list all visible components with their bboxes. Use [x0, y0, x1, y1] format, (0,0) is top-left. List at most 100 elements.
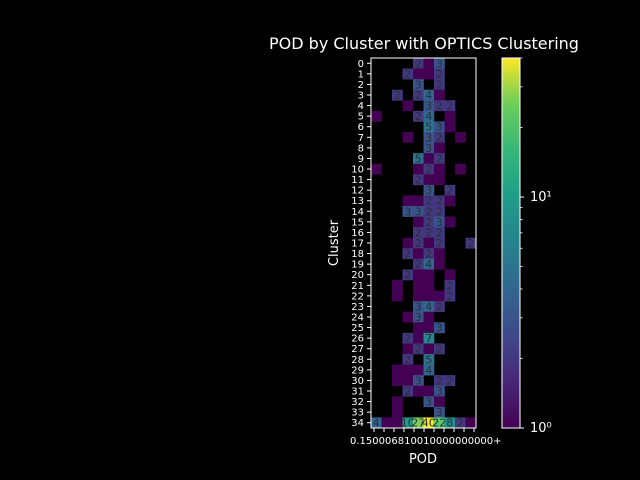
heatmap-cell [423, 174, 435, 186]
cell-value-label: 2 [436, 343, 443, 356]
heatmap-cell [455, 163, 466, 175]
y-axis: 0123456789101112131415161718192021222324… [351, 59, 371, 429]
cell-value-label: 2 [467, 237, 474, 250]
cell-value-label: 3 [436, 216, 443, 229]
heatmap-cell [402, 206, 414, 217]
heatmap-cell [402, 385, 414, 397]
heatmap-cell [392, 290, 403, 302]
y-tick-label: 21 [351, 281, 364, 292]
cell-value-label: 2 [436, 68, 443, 81]
heatmap-cell [423, 227, 435, 239]
heatmap-cell [444, 184, 456, 196]
y-tick-label: 14 [351, 207, 364, 218]
heatmap-cell [413, 237, 424, 249]
heatmap-cell [423, 110, 435, 122]
heatmap-cell [423, 68, 435, 80]
heatmap-cell [413, 322, 424, 334]
cell-value-label: 2 [425, 248, 432, 261]
heatmap-cell [423, 89, 435, 101]
cell-value-label: 2 [446, 100, 453, 113]
y-tick-label: 18 [351, 249, 364, 260]
heatmap-cell [434, 417, 445, 429]
heatmap-cell [434, 142, 445, 154]
cell-value-label: 2 [436, 226, 443, 239]
y-tick-label: 34 [351, 418, 364, 429]
cell-value-label: 2 [446, 279, 453, 292]
y-tick-label: 15 [351, 217, 364, 228]
heatmap-cell [381, 417, 393, 429]
heatmap-cell [392, 375, 403, 387]
colorbar-tick-label: 10⁰ [530, 421, 552, 436]
heatmap-cell [434, 406, 445, 418]
cell-value-label: 2 [446, 184, 453, 197]
heatmap-cell [444, 121, 456, 133]
cell-value-label: 2 [415, 110, 422, 123]
cell-value-label: 2 [404, 385, 411, 398]
cell-value-label: 5 [425, 121, 432, 134]
heatmap-cell [413, 343, 424, 355]
x-axis: 0.150006810010000000000+ [350, 428, 502, 447]
heatmap-cell [423, 184, 435, 196]
cell-value-label: 4 [373, 417, 380, 430]
cell-value-label: 3 [436, 121, 443, 134]
heatmap-cell [423, 396, 435, 408]
heatmap-cell [413, 301, 424, 313]
heatmap-cell [413, 58, 424, 69]
cell-value-label: 2 [415, 343, 422, 356]
cell-value-label: 5 [415, 152, 422, 165]
heatmap-cell [423, 100, 435, 112]
heatmap-cell [413, 206, 424, 217]
heatmap-cell [434, 89, 445, 101]
heatmap-cell [402, 132, 414, 143]
cell-value-label: 2 [425, 195, 432, 208]
cell-value-label: 3 [436, 406, 443, 419]
y-tick-label: 30 [351, 376, 364, 387]
cell-value-label: 2 [394, 89, 401, 102]
heatmap-cell [423, 121, 435, 133]
heatmap-cell [413, 375, 424, 387]
heatmap-cell [444, 417, 456, 429]
y-tick-label: 28 [351, 355, 364, 366]
colorbar-ticks: 10⁰ 10¹ [520, 57, 552, 436]
y-tick-label: 12 [351, 186, 364, 197]
heatmap-cell [402, 417, 414, 429]
cell-value-label: 3 [425, 184, 432, 197]
heatmap-cell [434, 248, 445, 260]
y-tick-label: 0 [358, 59, 364, 70]
heatmap-cell [423, 290, 435, 302]
heatmap-cell [455, 132, 466, 143]
heatmap-cell [413, 174, 424, 186]
heatmap-cell [402, 332, 414, 344]
heatmap-cell [434, 163, 445, 175]
heatmap-cell [423, 216, 435, 228]
heatmap-cell [423, 354, 435, 365]
heatmap-cell [423, 385, 435, 397]
cell-value-label: 3 [436, 385, 443, 398]
y-tick-label: 25 [351, 323, 364, 334]
y-tick-label: 16 [351, 228, 364, 239]
y-tick-label: 3 [358, 91, 364, 102]
heatmap-cell [413, 227, 424, 239]
cell-value-label: 2 [415, 258, 422, 271]
heatmap-cell [402, 195, 414, 207]
heatmap-cell [434, 258, 445, 270]
cell-value-label: 2 [436, 78, 443, 91]
y-tick-label: 13 [351, 196, 364, 207]
heatmap-cell [413, 79, 424, 91]
heatmap-cell [444, 290, 456, 302]
y-tick-label: 23 [351, 302, 364, 313]
y-tick-label: 24 [351, 313, 364, 324]
heatmap-cell [434, 396, 445, 408]
heatmap-cell [444, 100, 456, 112]
y-tick-label: 32 [351, 397, 364, 408]
heatmap-cell [434, 121, 445, 133]
heatmap-cell [423, 343, 435, 355]
heatmap-cell [423, 195, 435, 207]
heatmap-cell [423, 132, 435, 143]
heatmap-cell [423, 153, 435, 165]
cell-value-label: 3 [425, 131, 432, 144]
heatmap-cell [413, 89, 424, 101]
heatmap-cell [413, 258, 424, 270]
heatmap-cell [392, 396, 403, 408]
heatmap-cell [413, 195, 424, 207]
